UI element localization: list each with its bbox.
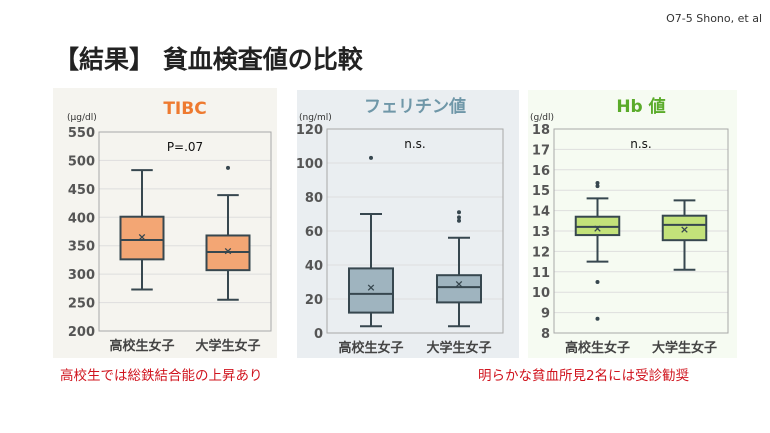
- y-tick-label: 18: [532, 123, 550, 138]
- note-anemia: 明らかな貧血所見2名には受診勧奨: [478, 368, 690, 384]
- y-tick-label: 0: [314, 327, 323, 342]
- outlier-point: [457, 215, 461, 220]
- y-tick-label: 10: [532, 286, 550, 301]
- significance-annotation: n.s.: [404, 137, 426, 151]
- y-tick-label: 12: [532, 245, 550, 260]
- box-1: ×: [119, 169, 165, 291]
- iqr-box: [436, 274, 482, 304]
- box-2: ×: [436, 210, 482, 328]
- y-tick-label: 11: [532, 266, 550, 281]
- iqr-box: [574, 215, 621, 237]
- ferritin-chart-panel: フェリチン値 (ng/ml) 0 20 40 60 80 100 120 n.s. × 高校生女子 × 大…: [297, 90, 519, 358]
- y-tick-label: 9: [541, 307, 550, 322]
- y-tick-label: 450: [68, 183, 95, 198]
- outlier-point: [595, 316, 600, 321]
- tibc-chart-panel: TIBC (μg/dl) 200 250 300 350 400 450 500 550 P=.07…: [53, 88, 277, 358]
- mean-marker: ×: [137, 231, 146, 244]
- unit-label: (g/dl): [530, 113, 554, 123]
- box-2: ×: [205, 165, 251, 301]
- y-tick-label: 350: [68, 240, 95, 255]
- iqr-box: [661, 214, 708, 242]
- y-tick-label: 250: [68, 297, 95, 312]
- significance-annotation: P=.07: [167, 140, 203, 154]
- y-tick-label: 14: [532, 205, 550, 220]
- mean-marker: ×: [680, 223, 689, 236]
- chart-title: Hb 値: [616, 96, 665, 117]
- page-title: 【結果】 貧血検査値の比較: [54, 45, 363, 74]
- mean-marker: ×: [454, 278, 463, 291]
- y-tick-label: 80: [305, 191, 323, 206]
- outlier-point: [369, 155, 373, 160]
- hb-chart-panel: Hb 値 (g/dl) 8 9 10 11 12 13 14 15 16 17 18 n.s. × 高校生女子…: [528, 90, 737, 358]
- y-tick-label: 13: [532, 225, 550, 240]
- plot-area: [98, 131, 272, 332]
- box-1: ×: [348, 155, 394, 328]
- unit-label: (μg/dl): [67, 113, 97, 123]
- y-tick-label: 8: [541, 327, 550, 342]
- iqr-box: [348, 267, 394, 314]
- mean-marker: ×: [366, 281, 375, 294]
- boxplot-svg: Hb 値 (g/dl) 8 9 10 11 12 13 14 15 16 17 18 n.s. × 高校生女子…: [530, 96, 729, 356]
- y-tick-label: 17: [532, 143, 550, 158]
- y-tick-label: 500: [68, 154, 95, 169]
- y-tick-label: 16: [532, 164, 550, 179]
- mean-marker: ×: [593, 222, 602, 235]
- y-tick-label: 20: [305, 293, 323, 308]
- category-label: 大学生女子: [195, 338, 260, 354]
- outlier-point: [595, 184, 600, 189]
- box-1: ×: [574, 181, 621, 321]
- category-label: 大学生女子: [652, 340, 717, 356]
- category-label: 高校生女子: [565, 340, 630, 356]
- category-label: 大学生女子: [426, 340, 491, 356]
- boxplot-svg: フェリチン値 (ng/ml) 0 20 40 60 80 100 120 n.s. × 高校生女子 × 大…: [297, 96, 504, 356]
- y-tick-label: 550: [68, 126, 95, 141]
- plot-area: [553, 128, 729, 334]
- y-tick-label: 40: [305, 259, 323, 274]
- y-tick-label: 120: [297, 123, 323, 138]
- y-tick-label: 300: [68, 268, 95, 283]
- outlier-point: [226, 165, 230, 170]
- y-tick-label: 100: [297, 157, 323, 172]
- outlier-point: [595, 280, 600, 284]
- note-highschool: 高校生では総鉄結合能の上昇あり: [60, 368, 263, 384]
- chart-title: フェリチン値: [364, 96, 466, 117]
- boxplot-svg: TIBC (μg/dl) 200 250 300 350 400 450 500 550 P=.07…: [67, 99, 272, 354]
- reference-label: O7-5 Shono, et al: [666, 12, 762, 25]
- category-label: 高校生女子: [109, 338, 174, 354]
- y-tick-label: 15: [532, 184, 550, 199]
- outlier-point: [595, 181, 600, 186]
- iqr-box: [119, 215, 165, 261]
- y-tick-label: 400: [68, 211, 95, 226]
- outlier-point: [457, 218, 461, 223]
- plot-area: [326, 128, 504, 334]
- y-tick-label: 200: [68, 325, 95, 340]
- y-tick-label: 60: [305, 225, 323, 240]
- outlier-point: [457, 210, 461, 215]
- unit-label: (ng/ml): [299, 113, 332, 123]
- category-label: 高校生女子: [338, 340, 403, 356]
- chart-title: TIBC: [163, 99, 206, 119]
- box-2: ×: [661, 199, 708, 271]
- mean-marker: ×: [223, 244, 232, 257]
- significance-annotation: n.s.: [630, 137, 652, 151]
